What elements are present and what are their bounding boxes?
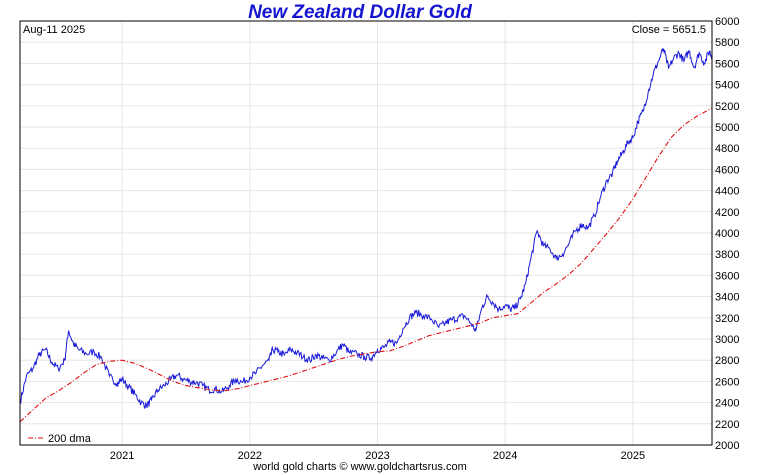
x-tick-label-2023: 2023	[365, 450, 389, 462]
legend-label-200-dma: 200 dma	[48, 433, 92, 445]
y-tick-label: 3400	[715, 292, 739, 304]
x-tick-label-2021: 2021	[110, 450, 134, 462]
y-tick-label: 3000	[715, 334, 739, 346]
date-label: Aug-11 2025	[23, 24, 85, 36]
y-tick-label: 2400	[715, 398, 739, 410]
x-tick-label-2022: 2022	[238, 450, 262, 462]
dma-200-series-line	[19, 107, 713, 423]
y-tick-label: 6000	[715, 16, 739, 28]
y-tick-label: 4600	[715, 164, 739, 176]
y-tick-label: 3800	[715, 249, 739, 261]
plot-frame	[19, 20, 713, 446]
y-tick-label: 5000	[715, 122, 739, 134]
y-tick-label: 2200	[715, 419, 739, 431]
footer-credit: world gold charts © www.goldchartsrus.co…	[253, 461, 467, 473]
y-tick-label: 3600	[715, 270, 739, 282]
y-tick-label: 4200	[715, 207, 739, 219]
y-axis-ticks: 2000 2200 2400 2600 2800 3000 3200 3400 3600 3800…	[715, 16, 739, 452]
close-label: Close = 5651.5	[632, 24, 706, 36]
x-axis-ticks: 2021 2022 2023 2024 2025	[110, 450, 645, 462]
x-tick-label-2025: 2025	[621, 450, 645, 462]
legend: 200 dma	[28, 433, 92, 445]
y-tick-label: 4000	[715, 228, 739, 240]
y-tick-label: 2000	[715, 440, 739, 452]
y-tick-label: 4400	[715, 186, 739, 198]
y-tick-label: 3200	[715, 313, 739, 325]
y-tick-label: 5400	[715, 80, 739, 92]
y-tick-label: 5800	[715, 37, 739, 49]
y-tick-label: 4800	[715, 143, 739, 155]
chart-title: New Zealand Dollar Gold	[248, 2, 472, 23]
y-tick-label: 2800	[715, 355, 739, 367]
price-series-line	[19, 47, 713, 409]
y-tick-label: 5600	[715, 58, 739, 70]
y-tick-label: 2600	[715, 376, 739, 388]
x-tick-label-2024: 2024	[493, 450, 517, 462]
y-tick-label: 5200	[715, 101, 739, 113]
series-layer	[19, 47, 713, 423]
